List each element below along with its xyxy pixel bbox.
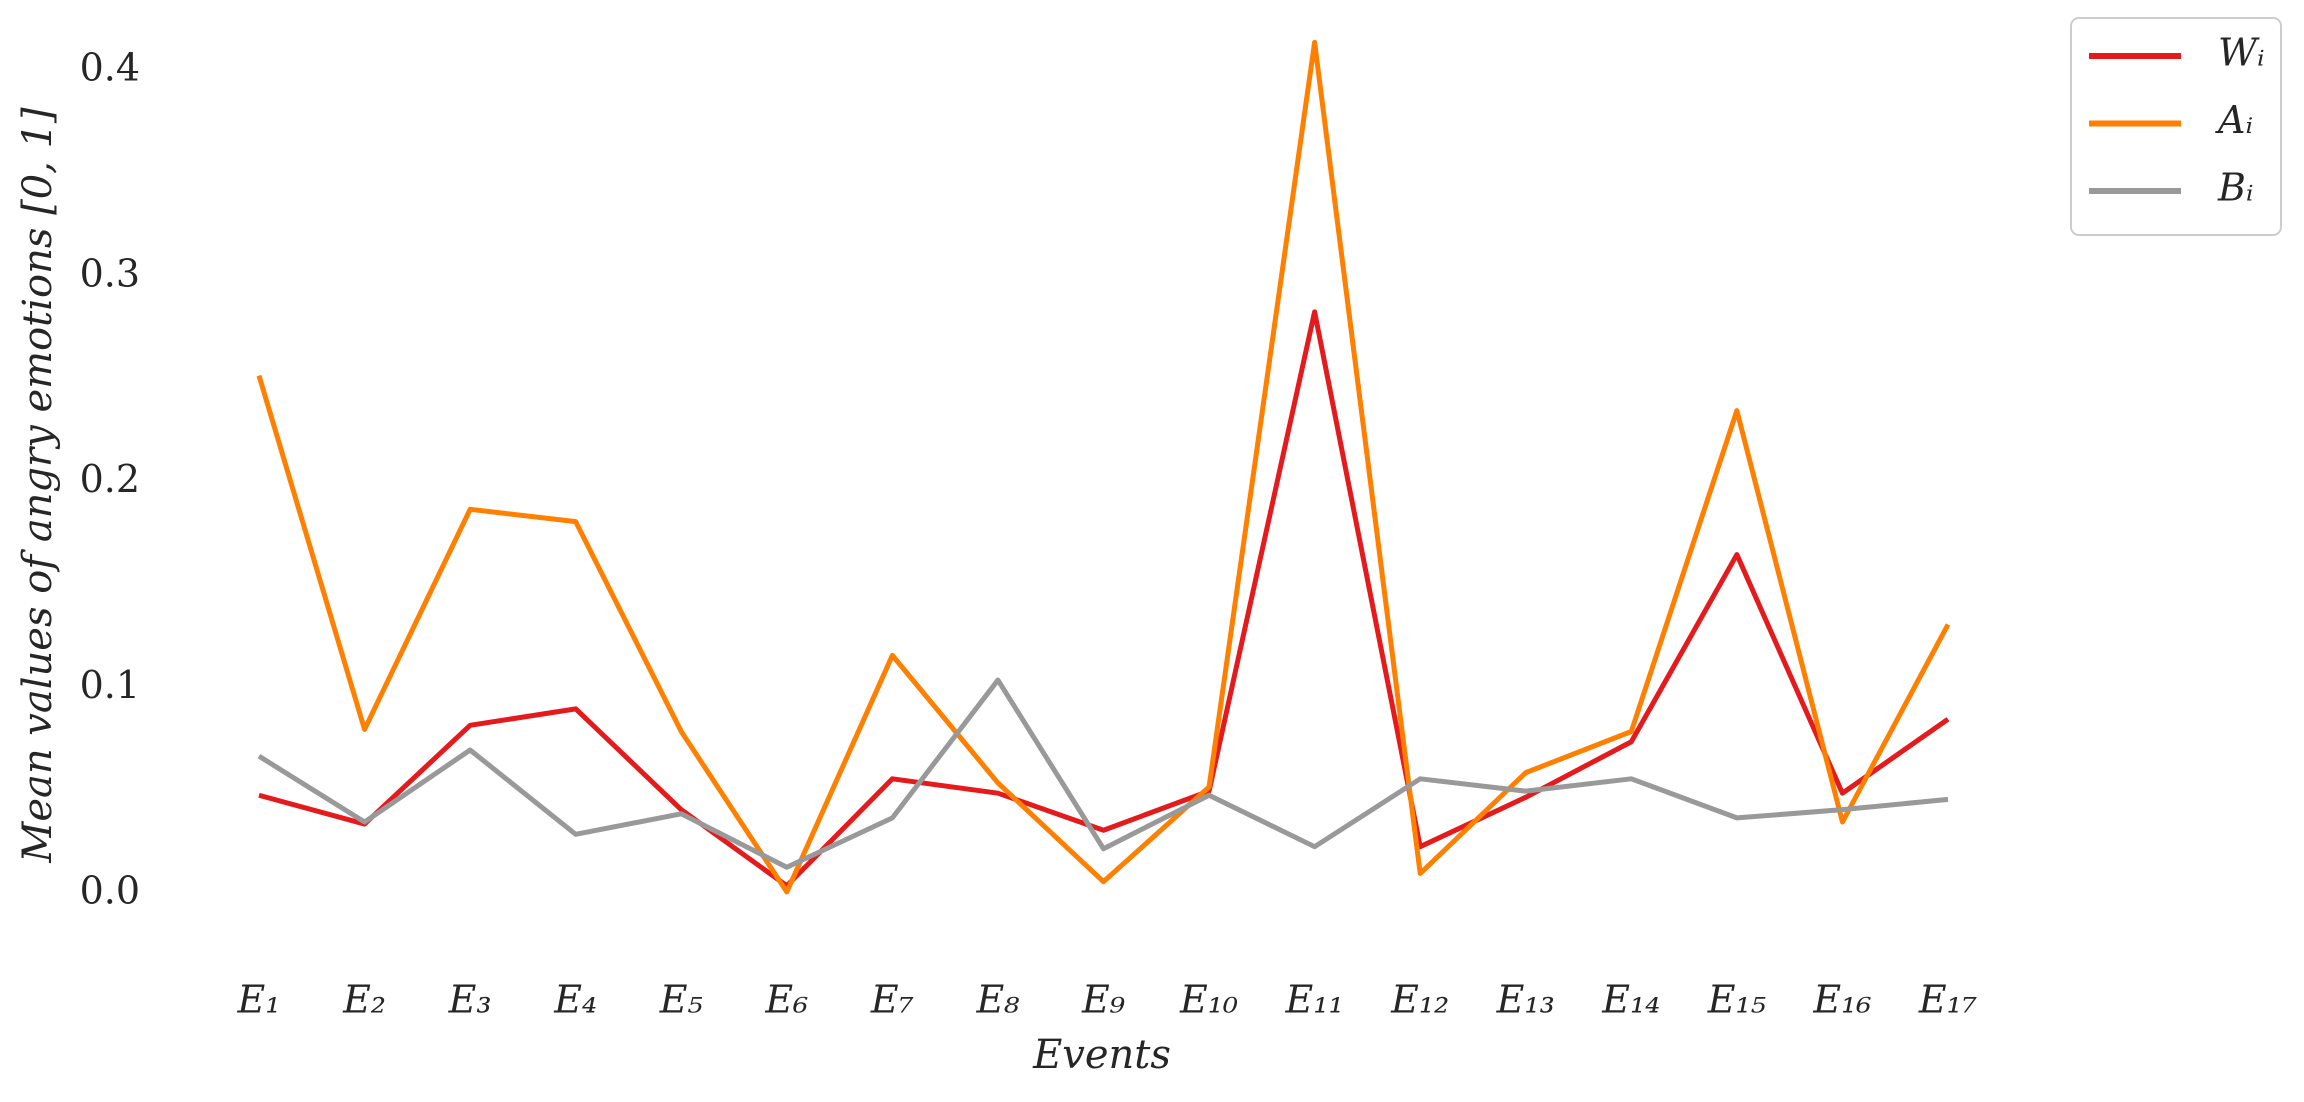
legend-label: Bᵢ [2217,166,2254,210]
line-series [257,677,1949,870]
x-tick-label: E₇ [870,978,914,1022]
y-tick-label: 0.1 [80,663,140,707]
line-series [258,309,1950,889]
y-tick-label: 0.3 [80,251,140,295]
x-tick-label: E₁₄ [1601,978,1660,1022]
x-tick-label: E₃ [448,978,492,1022]
x-axis-label: Events [1032,1032,1171,1078]
x-tick-label: E₁₃ [1496,978,1555,1022]
x-tick-label: E₅ [659,978,703,1022]
x-tick-label: E₁₁ [1285,978,1344,1022]
x-tick-label: E₁₇ [1918,978,1977,1022]
x-tick-label: E₁₂ [1390,978,1449,1022]
x-tick-label: E₁₆ [1812,978,1871,1022]
x-tick-label: E₉ [1081,978,1126,1022]
y-tick-label: 0.2 [80,457,140,501]
x-tick-label: E₈ [975,978,1020,1022]
line-series [256,39,1951,895]
x-tick-label: E₆ [764,978,808,1022]
x-tick-label: E₄ [553,978,597,1022]
legend-label: Wᵢ [2218,31,2265,75]
y-tick-label: 0.4 [80,46,140,90]
y-tick-label: 0.0 [80,869,140,913]
x-tick-label: E₁₀ [1179,978,1238,1022]
legend-label: Aᵢ [2215,98,2253,142]
x-tick-label: E₂ [342,978,386,1022]
x-tick-label: E₁ [237,978,281,1022]
y-axis-label: Mean values of angry emotions [0, 1] [15,107,61,864]
x-tick-label: E₁₅ [1707,978,1766,1022]
